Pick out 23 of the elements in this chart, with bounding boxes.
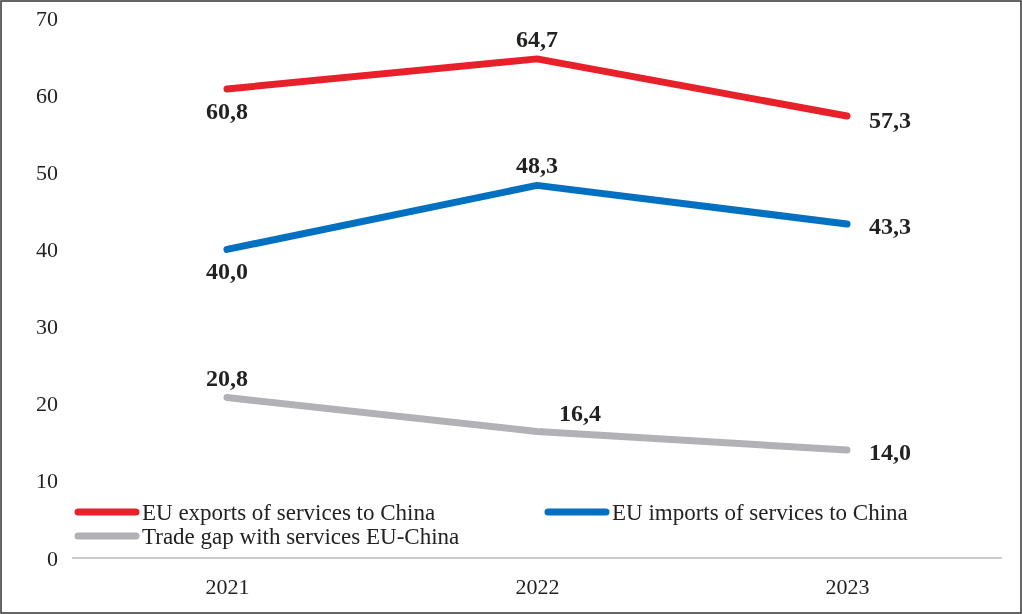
y-tick-label: 60 — [36, 82, 58, 108]
data-label: 57,3 — [869, 106, 911, 133]
data-label: 40,0 — [206, 258, 248, 285]
data-label: 60,8 — [206, 97, 248, 124]
data-label: 43,3 — [869, 212, 911, 239]
legend-label: EU imports of services to China — [612, 500, 908, 525]
y-tick-label: 30 — [36, 314, 58, 340]
data-label: 20,8 — [206, 364, 248, 391]
x-tick-label: 2022 — [515, 573, 560, 599]
y-tick-label: 50 — [36, 159, 58, 185]
y-tick-label: 0 — [47, 545, 58, 571]
y-tick-label: 20 — [36, 391, 58, 417]
x-tick-label: 2023 — [825, 573, 870, 599]
data-label: 14,0 — [869, 439, 911, 465]
data-label: 16,4 — [559, 400, 601, 427]
x-tick-label: 2021 — [205, 573, 250, 599]
data-label: 48,3 — [516, 152, 558, 179]
data-label: 64,7 — [516, 25, 558, 52]
legend-label: Trade gap with services EU-China — [142, 524, 460, 549]
y-tick-label: 10 — [36, 468, 58, 494]
legend-label: EU exports of services to China — [142, 500, 436, 525]
y-tick-label: 70 — [36, 5, 58, 31]
y-tick-label: 40 — [36, 236, 58, 262]
